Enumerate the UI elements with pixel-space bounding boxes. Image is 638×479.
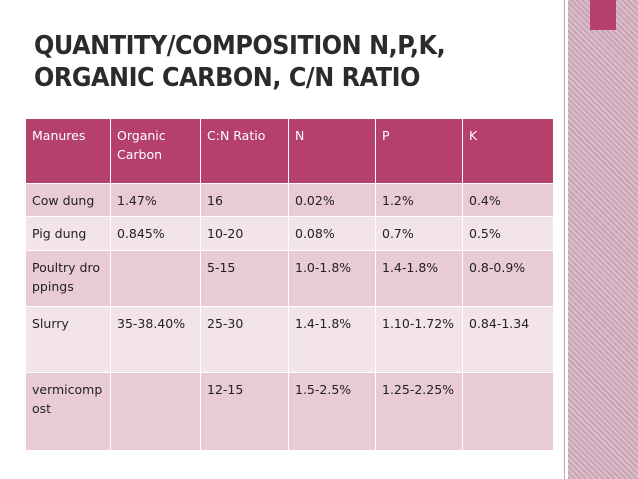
table-row: Poultry droppings 5-15 1.0-1.8% 1.4-1.8% 0.8… xyxy=(25,250,554,307)
table-cell: P xyxy=(375,118,463,184)
table-cell: 0.845% xyxy=(110,216,201,251)
table-cell: 0.84-1.34 xyxy=(462,306,554,373)
table-cell xyxy=(110,372,201,451)
decor-square xyxy=(590,0,616,30)
table-cell: 1.2% xyxy=(375,183,463,217)
table-cell: Poultry droppings xyxy=(25,250,111,307)
table-cell: C:N Ratio xyxy=(200,118,289,184)
table-cell: K xyxy=(462,118,554,184)
table-cell: 16 xyxy=(200,183,289,217)
table-cell: 0.4% xyxy=(462,183,554,217)
table-cell: vermicompost xyxy=(25,372,111,451)
table-cell: 1.47% xyxy=(110,183,201,217)
table-cell: 25-30 xyxy=(200,306,289,373)
table-cell: 1.4-1.8% xyxy=(288,306,376,373)
table-cell: 0.7% xyxy=(375,216,463,251)
table-cell: Organic Carbon xyxy=(110,118,201,184)
table-cell: 0.8-0.9% xyxy=(462,250,554,307)
table-cell xyxy=(110,250,201,307)
table-cell: 1.0-1.8% xyxy=(288,250,376,307)
table-cell: 1.10-1.72% xyxy=(375,306,463,373)
table-cell xyxy=(462,372,554,451)
table-cell: 10-20 xyxy=(200,216,289,251)
table-row: Pig dung 0.845% 10-20 0.08% 0.7% 0.5% xyxy=(25,216,554,251)
table-cell: 12-15 xyxy=(200,372,289,451)
title-line: QUANTITY/COMPOSITION N,P,K, xyxy=(34,31,446,61)
table-cell: 0.02% xyxy=(288,183,376,217)
title-line: ORGANIC CARBON, C/N RATIO xyxy=(34,63,420,93)
decor-stripe xyxy=(568,0,638,479)
table-row: Slurry 35-38.40% 25-30 1.4-1.8% 1.10-1.72% 0.… xyxy=(25,306,554,373)
table-cell: 35-38.40% xyxy=(110,306,201,373)
table-cell: Pig dung xyxy=(25,216,111,251)
table-cell: 0.5% xyxy=(462,216,554,251)
table-cell: Slurry xyxy=(25,306,111,373)
data-table: Manures Organic Carbon C:N Ratio N P K Cow dun… xyxy=(25,118,554,451)
slide-title: QUANTITY/COMPOSITION N,P,K, ORGANIC CARB… xyxy=(34,30,446,94)
table-cell: 1.25-2.25% xyxy=(375,372,463,451)
table-cell: N xyxy=(288,118,376,184)
table-cell: 0.08% xyxy=(288,216,376,251)
table-row: vermicompost 12-15 1.5-2.5% 1.25-2.25% xyxy=(25,372,554,451)
table-cell: 1.5-2.5% xyxy=(288,372,376,451)
table-cell: Cow dung xyxy=(25,183,111,217)
table-cell: 5-15 xyxy=(200,250,289,307)
table-cell: 1.4-1.8% xyxy=(375,250,463,307)
divider xyxy=(564,0,565,479)
table-row: Cow dung 1.47% 16 0.02% 1.2% 0.4% xyxy=(25,183,554,217)
table-cell: Manures xyxy=(25,118,111,184)
table-row: Manures Organic Carbon C:N Ratio N P K xyxy=(25,118,554,184)
